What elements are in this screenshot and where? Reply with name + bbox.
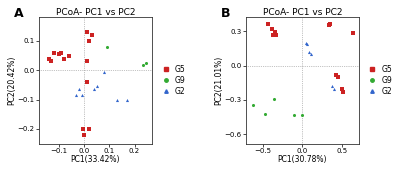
Point [262, 112, 268, 115]
Y-axis label: PC2(21.01%): PC2(21.01%) [214, 56, 223, 105]
Y-axis label: PC2(20.42%): PC2(20.42%) [7, 56, 16, 105]
Legend: G5, G9, G2: G5, G9, G2 [364, 64, 393, 97]
Text: B: B [220, 7, 230, 20]
Point [48, 60, 54, 63]
Point [140, 64, 146, 66]
Point [78, 94, 85, 96]
Point [143, 62, 149, 64]
Text: A: A [14, 7, 23, 20]
Point [333, 73, 340, 76]
Point [350, 32, 356, 34]
Point [80, 127, 86, 130]
Point [101, 70, 108, 73]
Point [61, 57, 67, 60]
Point [83, 81, 90, 83]
Point [88, 34, 95, 36]
Point [86, 127, 92, 130]
Point [114, 98, 120, 101]
Point [273, 33, 280, 36]
Point [269, 28, 276, 30]
Point [83, 60, 90, 63]
Point [272, 31, 278, 34]
Point [250, 103, 257, 106]
Legend: G5, G9, G2: G5, G9, G2 [157, 64, 186, 97]
Point [304, 42, 310, 45]
Point [291, 114, 298, 116]
Point [299, 114, 306, 117]
Point [308, 53, 314, 56]
Point [81, 133, 87, 136]
Point [91, 88, 97, 91]
Point [56, 53, 62, 55]
Point [46, 57, 52, 60]
Point [66, 54, 72, 57]
Point [58, 51, 64, 54]
Point [265, 23, 272, 26]
Point [331, 88, 337, 90]
Point [327, 23, 334, 26]
Point [86, 40, 92, 42]
Point [327, 12, 334, 15]
Point [338, 87, 345, 90]
Point [104, 45, 110, 48]
Point [270, 34, 276, 37]
Point [329, 85, 336, 88]
Point [340, 91, 346, 93]
X-axis label: PC1(33.42%): PC1(33.42%) [71, 155, 120, 164]
Title: PCoA- PC1 vs PC2: PCoA- PC1 vs PC2 [56, 8, 135, 17]
Point [73, 94, 80, 96]
Point [124, 98, 130, 101]
Point [326, 24, 332, 27]
Point [83, 31, 90, 34]
X-axis label: PC1(30.78%): PC1(30.78%) [278, 155, 327, 164]
Point [271, 97, 277, 100]
Point [50, 51, 57, 54]
Title: PCoA- PC1 vs PC2: PCoA- PC1 vs PC2 [262, 8, 342, 17]
Point [335, 76, 341, 78]
Point [306, 50, 313, 53]
Point [76, 88, 82, 91]
Point [302, 41, 309, 44]
Point [94, 85, 100, 88]
